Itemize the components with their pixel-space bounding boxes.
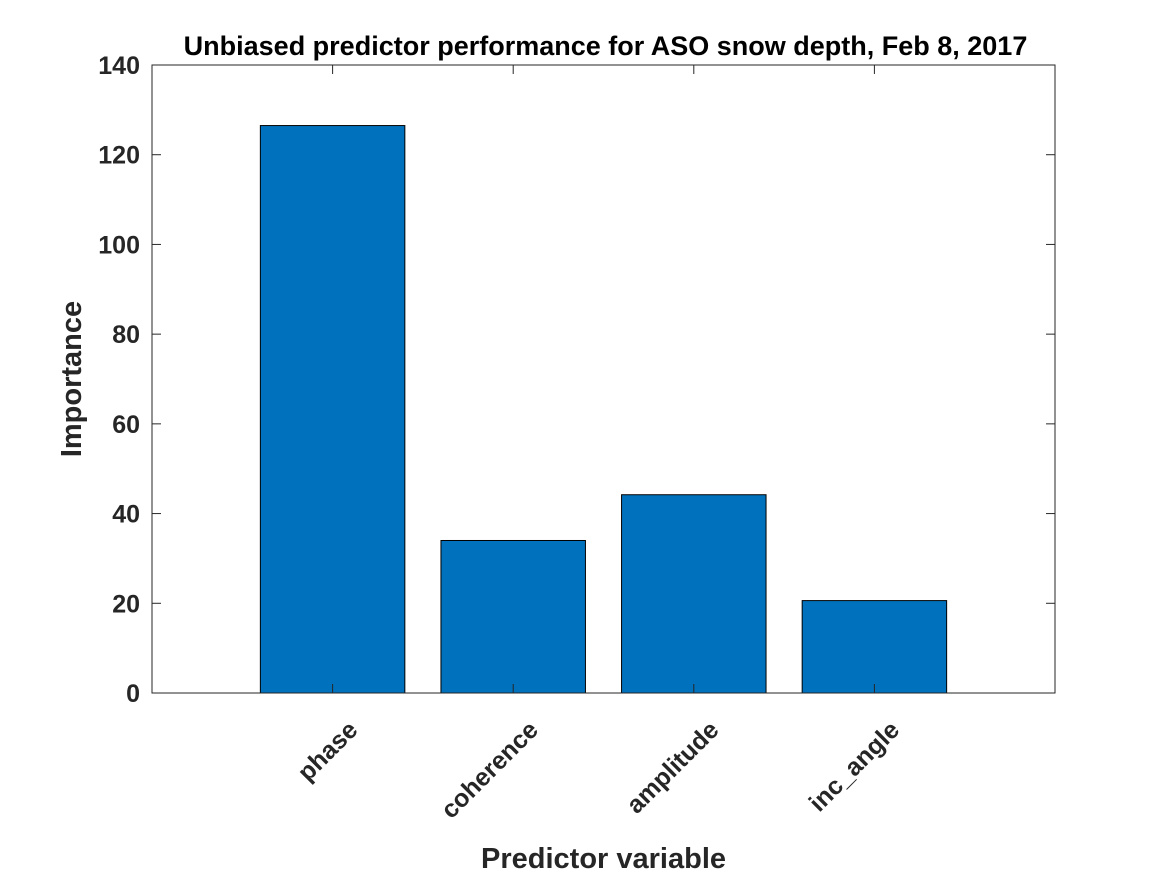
chart-title: Unbiased predictor performance for ASO s… (184, 31, 1028, 61)
bars-layer (259, 125, 948, 694)
x-tick-labels: phase coherence amplitude inc_angle (292, 716, 905, 824)
y-tick-label: 20 (112, 590, 140, 618)
y-tick-label: 80 (112, 321, 140, 349)
bar-coherence (440, 539, 586, 694)
plot-area-box (151, 64, 1056, 694)
y-tick-label: 40 (112, 501, 140, 529)
x-tick-label-inc_angle: inc_angle (804, 716, 905, 817)
bar-amplitude (621, 494, 767, 694)
ticks-layer (152, 64, 1055, 694)
x-tick-label-amplitude: amplitude (621, 716, 724, 819)
y-tick-label: 0 (126, 680, 140, 708)
y-tick-label: 60 (112, 411, 140, 439)
y-tick-labels: 0 20 40 60 80 100 120 140 (98, 52, 140, 708)
y-tick-label: 120 (98, 142, 140, 170)
y-tick-label: 100 (98, 231, 140, 259)
y-axis-label: Importance (56, 301, 88, 457)
x-tick-label-phase: phase (292, 716, 363, 787)
bar-inc_angle (801, 600, 948, 694)
y-tick-label: 140 (98, 52, 140, 80)
bar-phase (259, 125, 406, 694)
x-axis-label: Predictor variable (481, 843, 726, 875)
x-tick-label-coherence: coherence (436, 716, 544, 824)
